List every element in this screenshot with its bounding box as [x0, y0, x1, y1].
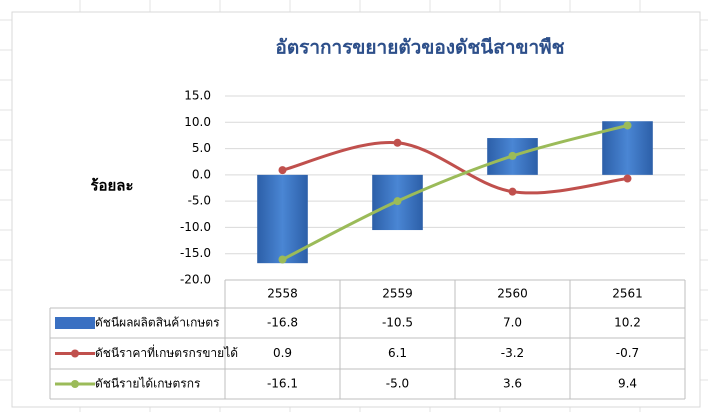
marker [393, 138, 402, 147]
y-tick-label: 5.0 [192, 141, 211, 155]
table-value: 7.0 [503, 316, 522, 330]
table-value: -3.2 [501, 346, 524, 360]
marker [393, 197, 402, 206]
marker [623, 174, 632, 183]
x-tick-label: 2560 [497, 287, 528, 301]
chart-area [11, 11, 701, 408]
y-tick-label: -15.0 [180, 246, 211, 260]
marker [508, 151, 517, 160]
legend-label: ดัชนีราคาที่เกษตรกรขายได้ [95, 344, 238, 360]
line [281, 123, 628, 261]
marker [278, 255, 287, 264]
table-value: 6.1 [388, 346, 407, 360]
x-tick-label: 2561 [612, 287, 643, 301]
legend-key [71, 380, 79, 388]
table-value: 9.4 [618, 377, 637, 391]
table-value: -16.8 [267, 316, 298, 330]
legend-label: ดัชนีรายได้เกษตรกร [95, 377, 201, 391]
table-value: -0.7 [616, 346, 639, 360]
marker [623, 121, 632, 130]
table-value: -10.5 [382, 316, 413, 330]
table-value: 3.6 [503, 377, 522, 391]
table-value: 10.2 [614, 316, 641, 330]
legend-key [55, 317, 95, 329]
y-tick-label: 10.0 [184, 115, 211, 129]
chart-title: อัตราการขยายตัวของดัชนีสาขาพืช [275, 37, 564, 59]
table-value: -16.1 [267, 377, 298, 391]
x-tick-label: 2559 [382, 287, 413, 301]
legend-label: ดัชนีผลผลิตสินค้าเกษตร [95, 316, 220, 330]
x-tick-label: 2558 [267, 287, 298, 301]
marker [508, 187, 517, 196]
line [282, 140, 628, 195]
y-tick-label: 0.0 [192, 167, 211, 181]
y-tick-label: -20.0 [180, 273, 211, 287]
y-tick-label: -10.0 [180, 220, 211, 234]
legend-key [71, 349, 79, 358]
y-tick-label: 15.0 [184, 89, 211, 103]
table-value: -5.0 [386, 377, 409, 391]
bar [257, 174, 308, 264]
marker [278, 166, 287, 175]
y-axis-label: ร้อยละ [90, 177, 133, 195]
y-tick-label: -5.0 [188, 194, 211, 208]
table-value: 0.9 [273, 346, 292, 360]
